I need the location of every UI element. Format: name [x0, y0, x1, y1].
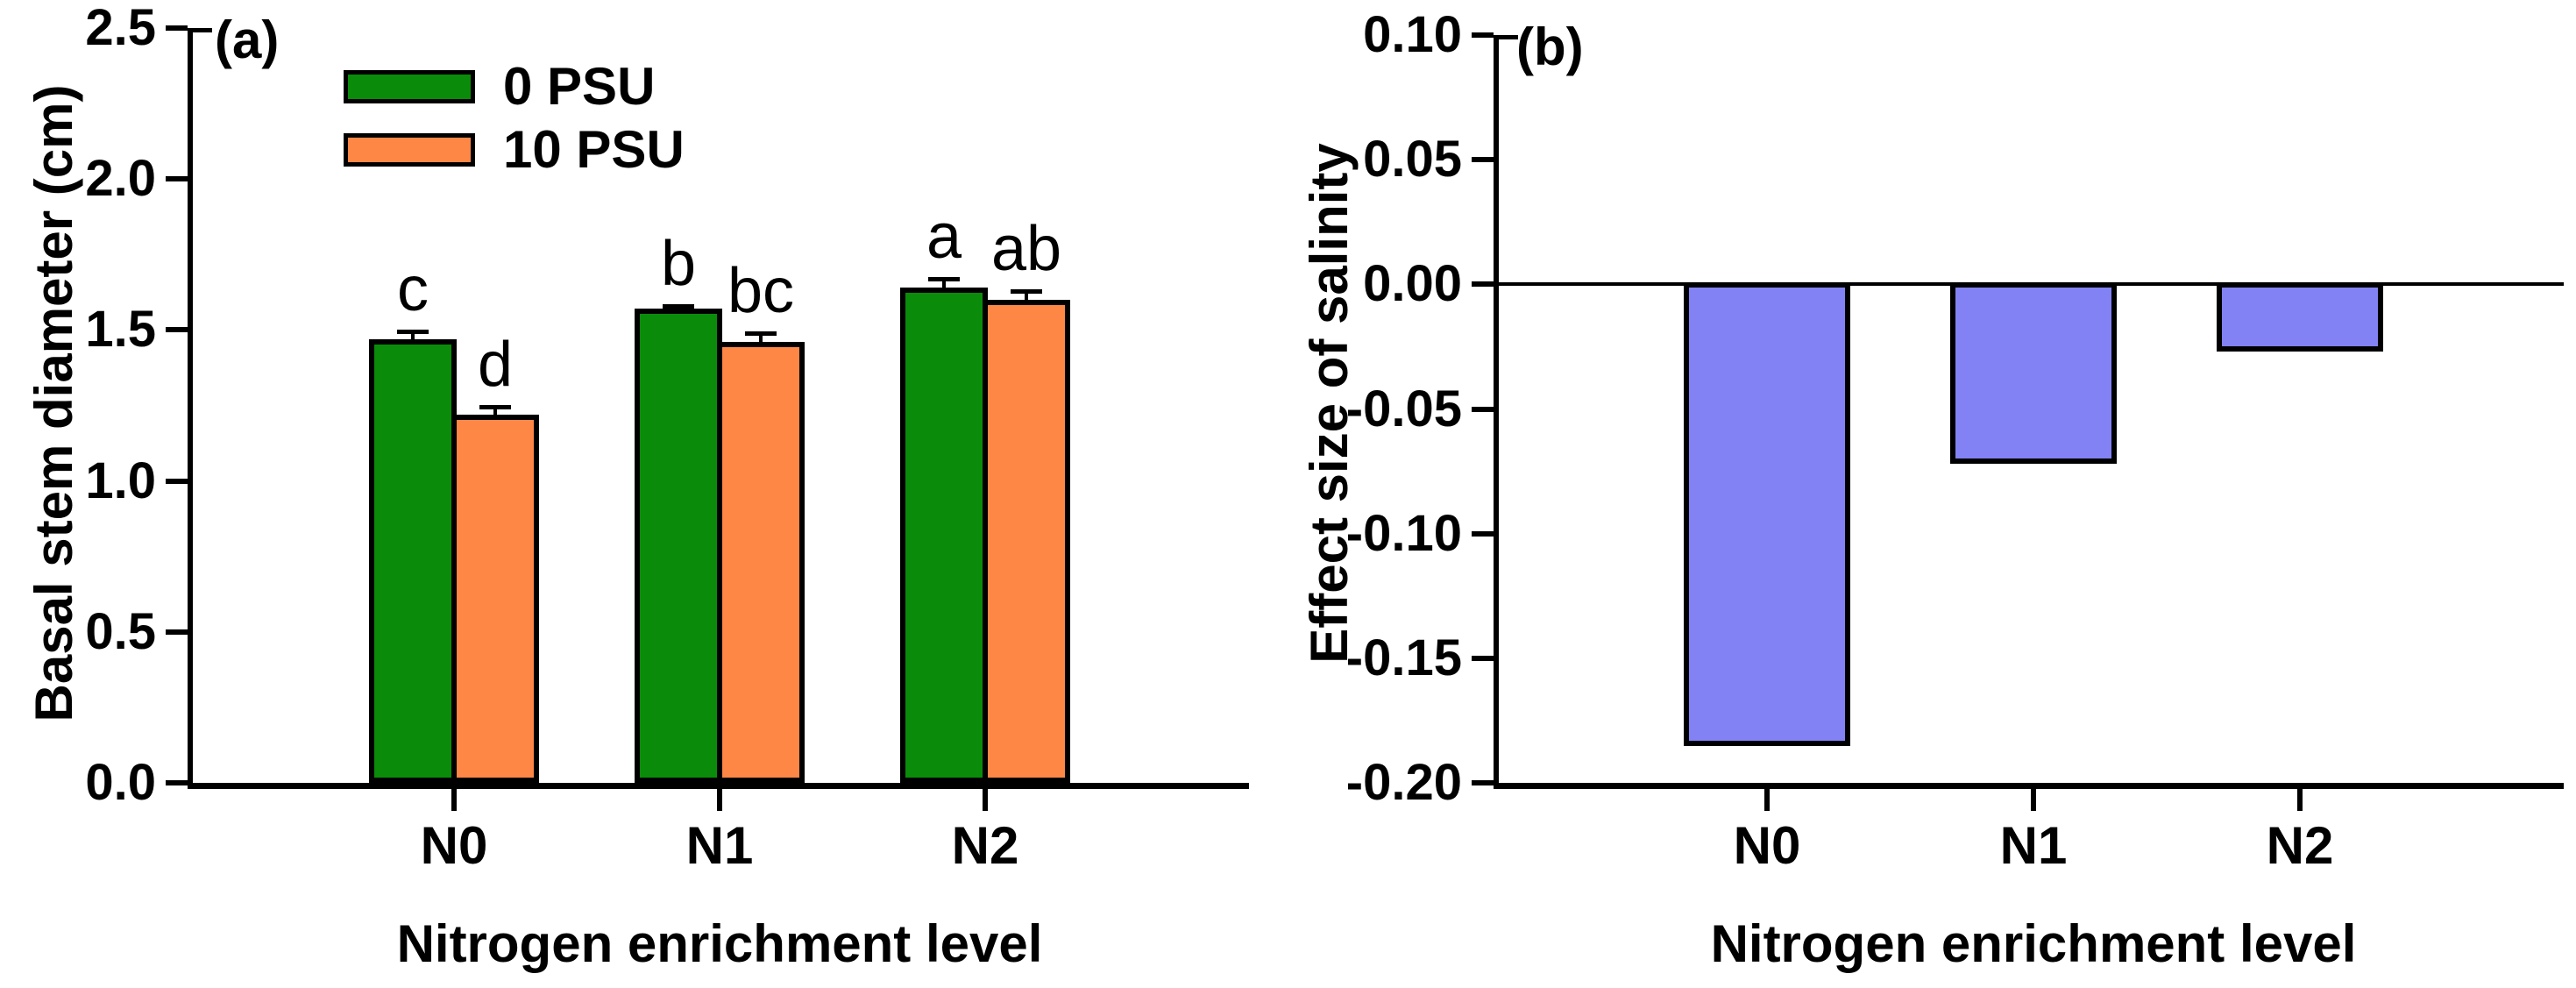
y-tick — [166, 629, 188, 635]
y-tick — [1472, 530, 1494, 537]
error-bar-line — [411, 331, 415, 339]
y-tick — [1472, 281, 1494, 288]
error-bar-line — [942, 278, 946, 288]
x-tick-label: N0 — [1733, 816, 1801, 875]
legend-label-0psu: 0 PSU — [503, 57, 656, 116]
legend-item-10psu: 10 PSU — [344, 120, 685, 179]
y-tick — [166, 478, 188, 484]
x-tick-label: N2 — [951, 816, 1019, 875]
y-tick-label: -0.10 — [1345, 504, 1462, 562]
x-tick — [983, 789, 988, 811]
bar-Effectsizeofsalinity-N2 — [2217, 282, 2383, 352]
error-bar-cap — [479, 405, 511, 410]
panel-a-x-axis-title: Nitrogen enrichment level — [396, 914, 1043, 973]
significance-letter: bc — [727, 255, 795, 326]
x-tick-label: N0 — [420, 816, 488, 875]
significance-letter: a — [926, 201, 962, 272]
error-bar-cap — [745, 331, 777, 336]
bar-10PSU-N0 — [451, 414, 539, 783]
error-bar-cap — [928, 276, 960, 281]
x-tick-label: N1 — [1999, 816, 2068, 875]
error-bar-line — [1025, 290, 1028, 300]
y-tick — [166, 327, 188, 333]
y-tick — [1472, 406, 1494, 412]
y-tick-label: -0.05 — [1345, 380, 1462, 437]
x-tick — [2031, 789, 2036, 811]
y-tick-label: 1.0 — [85, 451, 156, 509]
bar-10PSU-N2 — [983, 299, 1070, 783]
error-bar-line — [759, 332, 763, 343]
y-tick-label: 1.5 — [85, 301, 156, 359]
significance-letter: c — [397, 254, 429, 325]
significance-letter: b — [660, 228, 697, 299]
y-axis-line — [1494, 35, 1499, 789]
legend-swatch-10psu — [344, 133, 475, 167]
y-axis-top-stub — [1499, 35, 1518, 39]
error-bar-cap — [663, 303, 694, 309]
legend: 0 PSU 10 PSU — [344, 57, 685, 179]
x-tick-label: N2 — [2266, 816, 2334, 875]
x-tick-label: N1 — [685, 816, 754, 875]
y-tick-label: 0.0 — [85, 754, 156, 811]
significance-letter: ab — [990, 213, 1062, 284]
bar-Effectsizeofsalinity-N0 — [1684, 282, 1850, 746]
y-axis-line — [188, 28, 193, 789]
y-axis-top-stub — [193, 28, 212, 32]
legend-label-10psu: 10 PSU — [503, 120, 685, 179]
y-tick-label: 0.5 — [85, 602, 156, 660]
legend-swatch-0psu — [344, 70, 475, 103]
bar-Effectsizeofsalinity-N1 — [1950, 282, 2117, 465]
y-tick — [1472, 780, 1494, 785]
x-tick — [451, 789, 457, 811]
error-bar-cap — [397, 330, 429, 335]
y-tick-label: 2.5 — [85, 0, 156, 56]
x-tick — [2297, 789, 2303, 811]
bar-10PSU-N1 — [717, 342, 805, 783]
y-tick — [1472, 157, 1494, 163]
y-tick-label: 0.10 — [1363, 6, 1462, 63]
x-axis-line — [188, 783, 1249, 789]
y-tick — [166, 780, 188, 785]
x-tick — [717, 789, 722, 811]
y-tick — [166, 25, 188, 31]
error-bar-cap — [1011, 288, 1042, 294]
y-tick — [166, 176, 188, 182]
significance-letter: d — [477, 330, 514, 401]
y-tick-label: 0.00 — [1363, 255, 1462, 313]
y-tick — [1472, 32, 1494, 38]
y-tick-label: 2.0 — [85, 150, 156, 208]
y-tick-label: -0.15 — [1345, 629, 1462, 686]
panel-a-label: (a) — [215, 11, 280, 69]
panel-b-x-axis-title: Nitrogen enrichment level — [1710, 914, 2357, 973]
legend-item-0psu: 0 PSU — [344, 57, 685, 116]
y-tick-label: 0.05 — [1363, 131, 1462, 188]
y-tick — [1472, 655, 1494, 661]
panel-b-label: (b) — [1516, 18, 1584, 76]
bar-0PSU-N1 — [635, 309, 722, 783]
y-tick-label: -0.20 — [1345, 754, 1462, 811]
x-axis-line — [1494, 783, 2564, 789]
x-tick — [1764, 789, 1770, 811]
bar-0PSU-N0 — [369, 338, 457, 783]
error-bar-line — [493, 407, 497, 415]
